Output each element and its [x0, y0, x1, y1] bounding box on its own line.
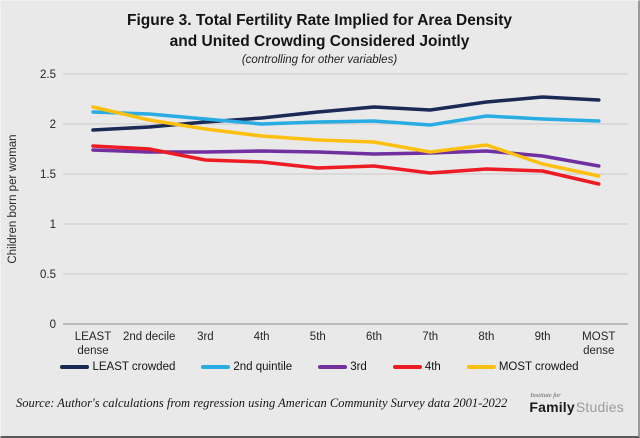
series-line-least-crowded [91, 95, 601, 132]
x-tick-label: 9th [535, 331, 551, 343]
title-block: Figure 3. Total Fertility Rate Implied f… [1, 1, 638, 66]
chart-legend: LEAST crowded 2nd quintile 3rd 4th MOST crow… [1, 361, 638, 373]
x-tick-label: MOST [582, 331, 615, 343]
y-tick-label: 0 [50, 319, 56, 331]
legend-item-2nd-quintile: 2nd quintile [201, 361, 292, 373]
legend-label: 3rd [350, 360, 367, 373]
legend-item-3rd: 3rd [318, 361, 367, 373]
x-tick-label: 3rd [197, 331, 214, 343]
legend-swatch [466, 365, 496, 369]
logo-family-studies: FamilyStudies [529, 400, 624, 414]
y-tick-label: 1 [50, 219, 56, 231]
legend-swatch [318, 365, 348, 369]
legend-swatch [201, 365, 231, 369]
legend-swatch [392, 365, 422, 369]
y-tick-label: 1.5 [40, 169, 56, 181]
x-tick-label: 6th [366, 331, 382, 343]
legend-label: 2nd quintile [233, 360, 293, 373]
y-tick-label: 2.5 [40, 69, 56, 81]
x-tick-label: 4th [254, 331, 270, 343]
source-note: Source: Author's calculations from regre… [16, 395, 508, 410]
figure-subtitle: (controlling for other variables) [241, 53, 398, 66]
x-tick-label: LEAST [75, 331, 111, 343]
series-line-most-crowded [91, 105, 601, 178]
logo-institute-for: Institute for [530, 391, 561, 399]
fertility-line-chart: 0 0.5 1 1.5 2 2.5 Children born per woman LEAST… [7, 69, 628, 357]
figure-title-line1: Figure 3. Total Fertility Rate Implied f… [127, 12, 512, 29]
y-tick-label: 2 [50, 119, 56, 131]
logo-studies: Studies [575, 399, 624, 416]
legend-swatch [60, 365, 90, 369]
legend-label: MOST crowded [498, 360, 579, 373]
legend-label: LEAST crowded [92, 360, 176, 373]
x-tick-label: dense [77, 345, 108, 357]
ifs-logo: Institute for FamilyStudies [529, 391, 624, 414]
x-tick-label: 7th [422, 331, 438, 343]
y-tick-label: 0.5 [40, 269, 56, 281]
series-line-4th [91, 144, 601, 186]
x-tick-label: 2nd decile [123, 331, 175, 343]
footer: Source: Author's calculations from regre… [1, 373, 638, 436]
series-line-2nd-quintile [91, 110, 601, 127]
legend-item-most-crowded: MOST crowded [466, 360, 579, 373]
y-axis-title: Children born per woman [7, 134, 19, 263]
x-tick-label: dense [583, 345, 614, 357]
x-tick-label: 5th [310, 331, 326, 343]
figure-title-line2: and United Crowding Considered Jointly [169, 33, 470, 51]
legend-label: 4th [424, 360, 441, 373]
logo-family: Family [529, 399, 575, 416]
legend-item-least-crowded: LEAST crowded [60, 361, 175, 373]
legend-item-4th: 4th [392, 360, 441, 373]
x-tick-label: 8th [478, 331, 494, 343]
